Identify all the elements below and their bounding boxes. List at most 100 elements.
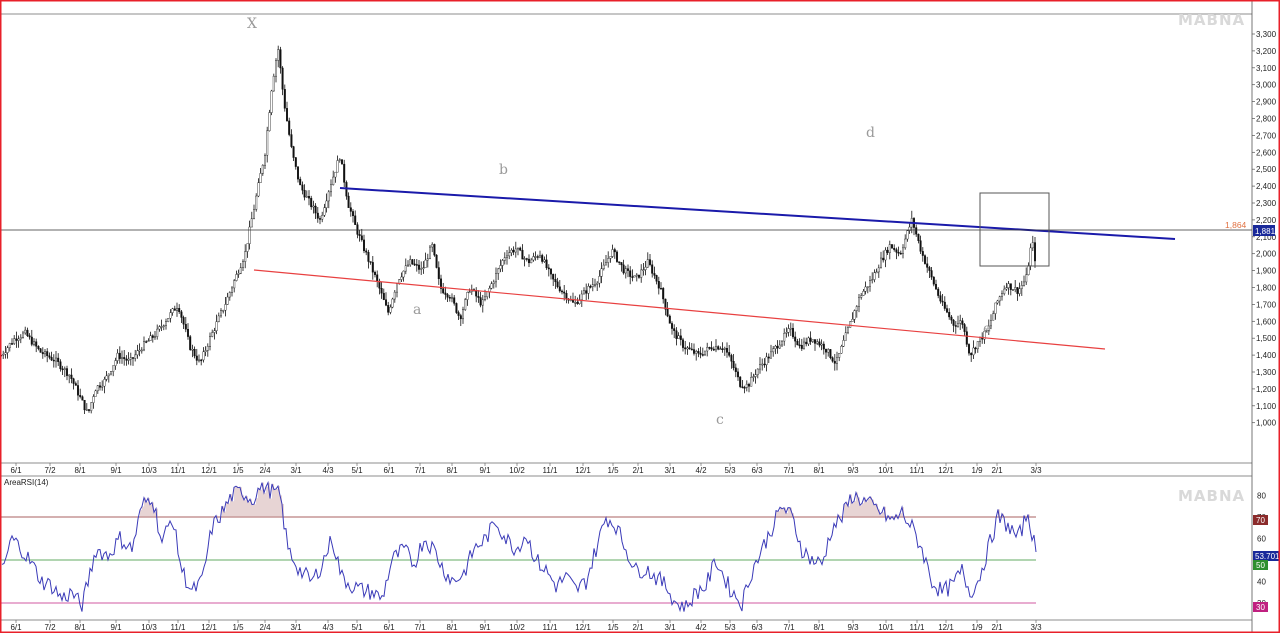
- candle-body: [943, 301, 946, 309]
- x-tick-label: 12/1: [575, 466, 591, 475]
- candle-body: [831, 357, 834, 362]
- candle-body: [334, 171, 337, 178]
- x-tick-label: 7/1: [783, 623, 795, 632]
- candle-body: [948, 311, 951, 318]
- x-tick-label: 6/1: [10, 623, 22, 632]
- candle-body: [561, 290, 564, 293]
- x-tick-label: 4/2: [695, 466, 707, 475]
- candle-body: [365, 250, 368, 253]
- candle-body: [635, 274, 638, 277]
- candle-body: [389, 306, 392, 313]
- candle-body: [550, 268, 553, 275]
- candle-body: [776, 345, 779, 349]
- candle-body: [217, 315, 220, 322]
- candle-body: [261, 164, 264, 174]
- candle-body: [4, 352, 7, 355]
- candle-body: [521, 249, 524, 260]
- price-tick-label: 3,300: [1256, 30, 1277, 39]
- candle-body: [728, 352, 731, 356]
- candle-body: [807, 337, 810, 345]
- rsi-50-tag-label: 50: [1256, 561, 1265, 570]
- candle-body: [1020, 285, 1023, 289]
- candle-body: [486, 291, 489, 298]
- candle-body: [103, 379, 106, 387]
- candle-body: [961, 320, 964, 325]
- candle-body: [230, 287, 233, 293]
- candle-body: [444, 292, 447, 295]
- x-tick-label: 11/1: [171, 466, 187, 475]
- candle-body: [928, 267, 931, 271]
- x-tick-label: 8/1: [446, 623, 458, 632]
- candle-body: [349, 207, 352, 212]
- x-tick-label: 1/5: [232, 466, 244, 475]
- price-tick-label: 1,300: [1256, 368, 1277, 377]
- candle-body: [723, 348, 726, 350]
- candle-body: [134, 354, 137, 359]
- candle-body: [983, 330, 986, 340]
- candle-body: [847, 327, 850, 333]
- candle-body: [952, 319, 955, 326]
- candle-body: [167, 318, 170, 322]
- x-tick-label: 5/1: [351, 466, 363, 475]
- candle-body: [363, 239, 366, 252]
- candle-body: [789, 327, 792, 330]
- candle-body: [195, 355, 198, 361]
- candle-body: [554, 279, 557, 283]
- candle-body: [316, 212, 319, 219]
- candle-body: [730, 355, 733, 362]
- candle-body: [829, 349, 832, 358]
- candle-body: [63, 368, 66, 371]
- candle-body: [715, 346, 718, 351]
- candle-body: [252, 209, 255, 219]
- candle-body: [90, 402, 93, 411]
- candle-body: [59, 361, 62, 370]
- candle-body: [6, 347, 9, 353]
- candle-body: [886, 249, 889, 253]
- candle-body: [552, 273, 555, 280]
- rsi-overbought-area: [140, 482, 1030, 517]
- candle-body: [112, 365, 115, 372]
- candle-body: [657, 281, 660, 289]
- candle-body: [633, 275, 636, 278]
- candle-body: [178, 308, 181, 313]
- candle-body: [413, 263, 416, 266]
- price-tick-label: 1,000: [1256, 419, 1277, 428]
- candle-body: [787, 328, 790, 333]
- candle-body: [191, 348, 194, 351]
- candle-body: [781, 340, 784, 346]
- candle-body: [341, 159, 344, 165]
- candle-body: [147, 340, 150, 342]
- candle-body: [35, 341, 38, 347]
- candle-body: [690, 348, 693, 351]
- candle-body: [17, 338, 20, 341]
- candle-body: [153, 336, 156, 338]
- candle-body: [739, 376, 742, 387]
- x-tick-label: 11/1: [171, 623, 187, 632]
- x-tick-label: 5/1: [351, 623, 363, 632]
- candle-body: [778, 344, 781, 349]
- wave-label-d: d: [866, 125, 875, 141]
- candle-body: [543, 259, 546, 262]
- candle-body: [880, 257, 883, 269]
- candle-body: [1029, 247, 1032, 266]
- candle-body: [418, 264, 421, 270]
- candle-body: [301, 184, 304, 191]
- candle-body: [811, 339, 814, 342]
- x-tick-label: 10/2: [509, 623, 525, 632]
- candle-body: [197, 359, 200, 362]
- candle-body: [765, 356, 768, 365]
- candle-body: [613, 249, 616, 253]
- wave-label-a: a: [413, 302, 421, 318]
- candle-body: [842, 340, 845, 347]
- candle-body: [954, 325, 957, 327]
- candle-body: [767, 356, 770, 359]
- x-tick-label: 11/1: [910, 623, 926, 632]
- candle-body: [574, 301, 577, 304]
- candle-body: [950, 316, 953, 321]
- candle-body: [495, 273, 498, 283]
- candle-body: [840, 346, 843, 354]
- price-tick-label: 1,700: [1256, 300, 1277, 309]
- price-tick-label: 2,300: [1256, 199, 1277, 208]
- rsi-line: [1, 480, 1037, 613]
